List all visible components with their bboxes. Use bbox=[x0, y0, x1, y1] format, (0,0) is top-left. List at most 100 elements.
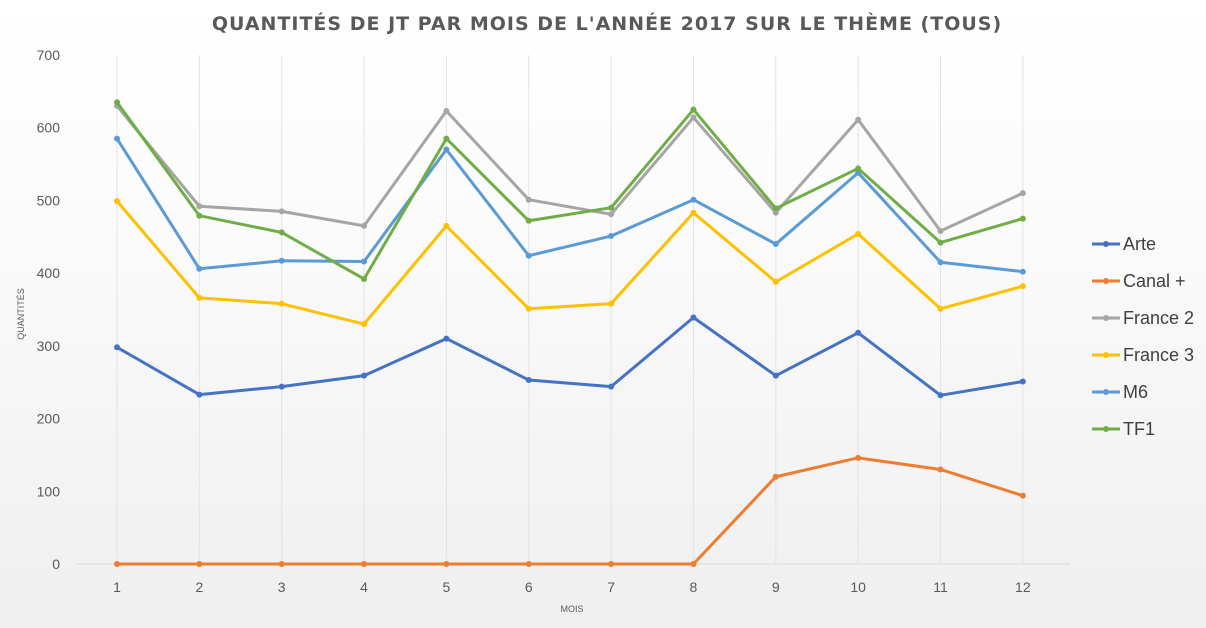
y-tick-label: 700 bbox=[37, 47, 61, 63]
series-france-3 bbox=[114, 198, 1026, 328]
data-point-france-2 bbox=[278, 208, 285, 215]
data-point-m6 bbox=[278, 257, 285, 264]
x-tick-label: 4 bbox=[360, 579, 368, 595]
data-point-france-3 bbox=[690, 209, 697, 216]
data-point-france-2 bbox=[937, 227, 944, 234]
legend-marker-canal bbox=[1103, 278, 1109, 284]
data-point-france-3 bbox=[443, 222, 450, 229]
series-line-canal bbox=[115, 456, 1025, 566]
data-point-m6 bbox=[114, 135, 120, 142]
y-tick-label: 400 bbox=[37, 265, 61, 281]
series-line-france-2 bbox=[115, 104, 1025, 233]
data-point-tf1 bbox=[772, 205, 779, 212]
data-point-tf1 bbox=[525, 217, 532, 224]
data-point-france-3 bbox=[1019, 283, 1026, 290]
series-m6 bbox=[114, 135, 1026, 275]
data-point-france-2 bbox=[443, 107, 450, 114]
x-tick-label: 6 bbox=[525, 579, 533, 595]
data-point-m6 bbox=[772, 241, 779, 248]
x-tick-label: 2 bbox=[195, 579, 203, 595]
y-tick-label: 600 bbox=[37, 120, 61, 136]
data-point-canal bbox=[361, 561, 368, 567]
series-lines bbox=[114, 99, 1026, 567]
data-point-france-3 bbox=[855, 230, 862, 237]
x-tick-label: 12 bbox=[1015, 579, 1031, 595]
x-tick-label: 3 bbox=[278, 579, 286, 595]
data-point-arte bbox=[525, 377, 532, 384]
series-tf1 bbox=[114, 99, 1026, 282]
data-point-france-3 bbox=[114, 198, 120, 205]
data-point-arte bbox=[690, 314, 697, 321]
x-tick-label: 5 bbox=[443, 579, 451, 595]
data-point-canal bbox=[278, 561, 285, 567]
series-arte bbox=[114, 314, 1026, 399]
data-point-tf1 bbox=[855, 165, 862, 172]
legend-marker-tf1 bbox=[1103, 426, 1109, 432]
y-tick-label: 500 bbox=[37, 192, 61, 208]
x-tick-label: 7 bbox=[607, 579, 615, 595]
data-point-arte bbox=[114, 344, 120, 351]
x-tick-label: 8 bbox=[690, 579, 698, 595]
data-point-arte bbox=[443, 335, 450, 342]
data-point-arte bbox=[608, 383, 615, 390]
x-axis-title: MOIS bbox=[560, 604, 583, 614]
y-tick-label: 100 bbox=[37, 483, 61, 499]
series-line-m6 bbox=[115, 137, 1025, 274]
data-point-canal bbox=[443, 561, 450, 567]
legend-label-france-2: France 2 bbox=[1123, 308, 1194, 328]
data-point-france-3 bbox=[937, 305, 944, 312]
data-point-m6 bbox=[937, 259, 944, 266]
x-tick-label: 9 bbox=[772, 579, 780, 595]
x-tick-label: 11 bbox=[933, 579, 948, 595]
data-point-france-3 bbox=[608, 300, 615, 307]
data-point-france-2 bbox=[196, 203, 203, 210]
legend-marker-m6 bbox=[1103, 389, 1109, 395]
data-point-france-2 bbox=[855, 116, 862, 123]
data-point-canal bbox=[772, 473, 779, 480]
data-point-canal bbox=[196, 561, 203, 567]
data-point-canal bbox=[855, 454, 862, 461]
legend: Arte Canal + France 2 France 3 M6 TF1 bbox=[1092, 234, 1194, 439]
series-line-france-3 bbox=[115, 199, 1025, 326]
data-point-tf1 bbox=[196, 212, 203, 219]
y-tick-label: 0 bbox=[52, 556, 60, 572]
data-point-arte bbox=[361, 372, 368, 379]
legend-marker-france-3 bbox=[1103, 352, 1109, 358]
data-point-tf1 bbox=[608, 204, 615, 211]
chart-title: QUANTITÉS DE JT PAR MOIS DE L'ANNÉE 2017… bbox=[212, 12, 1002, 35]
data-point-france-2 bbox=[772, 209, 779, 216]
data-point-france-2 bbox=[690, 114, 697, 121]
legend-label-france-3: France 3 bbox=[1123, 345, 1194, 365]
data-point-canal bbox=[114, 561, 120, 567]
data-point-m6 bbox=[196, 265, 203, 272]
data-point-canal bbox=[608, 561, 615, 567]
data-point-france-3 bbox=[278, 300, 285, 307]
data-point-arte bbox=[937, 392, 944, 399]
data-point-m6 bbox=[608, 233, 615, 240]
legend-label-tf1: TF1 bbox=[1123, 419, 1155, 439]
data-point-france-3 bbox=[196, 294, 203, 301]
y-axis-title: QUANTITÉS bbox=[16, 288, 26, 340]
legend-marker-arte bbox=[1103, 241, 1109, 247]
data-point-tf1 bbox=[278, 229, 285, 236]
data-point-tf1 bbox=[1019, 215, 1026, 222]
data-point-tf1 bbox=[443, 135, 450, 142]
data-point-tf1 bbox=[690, 106, 697, 113]
data-point-arte bbox=[278, 383, 285, 390]
data-point-tf1 bbox=[937, 239, 944, 246]
data-point-france-3 bbox=[525, 305, 532, 312]
legend-marker-france-2 bbox=[1103, 315, 1109, 321]
data-point-france-3 bbox=[772, 278, 779, 285]
x-tick-label: 1 bbox=[113, 579, 121, 595]
y-tick-label: 200 bbox=[37, 411, 61, 427]
legend-label-canal: Canal + bbox=[1123, 271, 1186, 291]
data-point-m6 bbox=[525, 252, 532, 259]
data-point-canal bbox=[525, 561, 532, 567]
data-point-arte bbox=[772, 372, 779, 379]
series-line-tf1 bbox=[115, 100, 1025, 281]
data-point-m6 bbox=[1019, 268, 1026, 275]
data-point-arte bbox=[855, 329, 862, 336]
data-point-france-2 bbox=[608, 211, 615, 218]
data-point-france-2 bbox=[1019, 190, 1026, 197]
